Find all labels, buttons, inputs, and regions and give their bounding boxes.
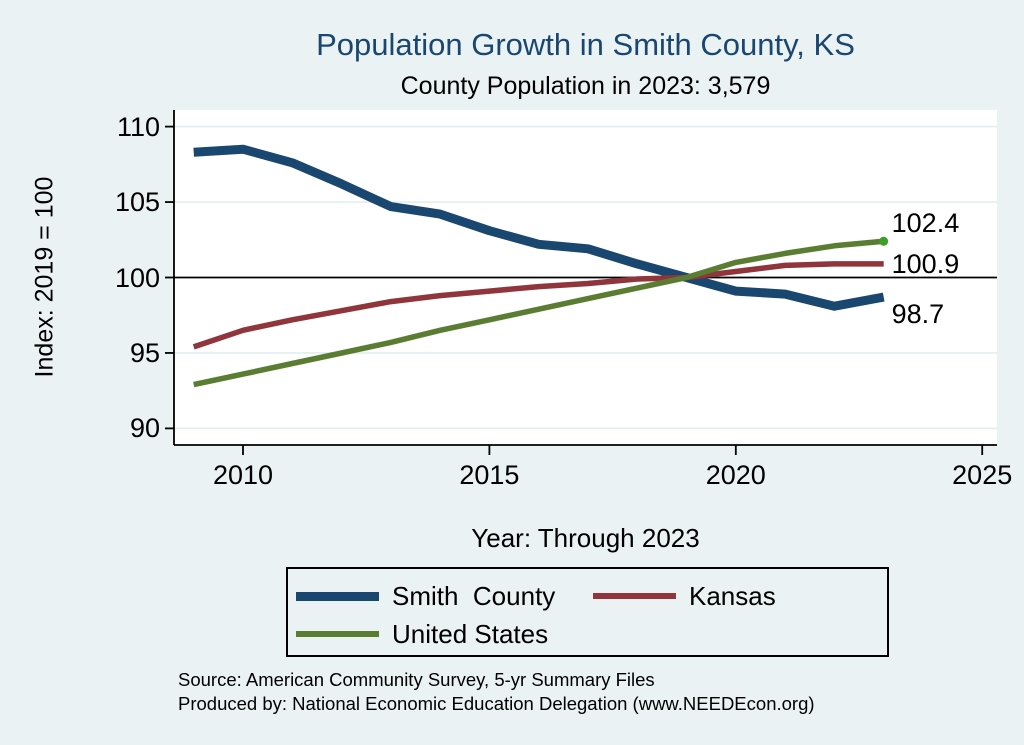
y-tick-label-110: 110 [116, 111, 160, 142]
legend-label-smith-county: Smith County [392, 580, 556, 611]
legend-item-kansas: Kansas [593, 579, 776, 613]
end-label-series-1: 100.9 [891, 248, 960, 279]
plot-area: 90 95 100 105 110 2010 2015 2020 2025 98.7 100.9 10… [115, 110, 1012, 489]
x-tick-label-2025: 2025 [952, 460, 1013, 490]
x-tick-label-2020: 2020 [705, 460, 766, 490]
source-line-1: Source: American Community Survey, 5-yr … [178, 669, 655, 690]
series-end-marker-2 [879, 236, 889, 246]
united-states-line-swatch [296, 631, 379, 637]
legend-label-united-states: United States [392, 618, 549, 649]
chart-subtitle: County Population in 2023: 3,579 [400, 72, 771, 100]
legend: Smith County Kansas United States [286, 567, 889, 657]
y-tick-label-95: 95 [129, 337, 160, 368]
smith-county-line-swatch [296, 591, 379, 601]
source-note: Source: American Community Survey, 5-yr … [178, 668, 815, 716]
y-tick-label-100: 100 [114, 262, 160, 293]
x-tick-label-2015: 2015 [459, 460, 520, 490]
source-line-2: Produced by: National Economic Education… [178, 693, 815, 714]
series-line-2 [193, 238, 884, 388]
page-title: Population Growth in Smith County, KS [316, 27, 855, 62]
x-tick-label-2010: 2010 [212, 460, 274, 490]
end-label-series-2: 102.4 [891, 208, 960, 239]
legend-item-smith-county: Smith County [296, 579, 555, 613]
y-tick-label-90: 90 [129, 413, 160, 444]
legend-label-kansas: Kansas [689, 580, 776, 611]
series-line-0 [193, 144, 885, 311]
legend-item-united-states: United States [296, 617, 548, 651]
x-axis-title: Year: Through 2023 [471, 523, 700, 553]
chart-svg [165, 110, 997, 455]
kansas-line-swatch [593, 593, 676, 599]
y-tick-label-105: 105 [114, 187, 160, 218]
end-label-series-0: 98.7 [891, 299, 945, 330]
y-axis-title: Index: 2019 = 100 [30, 176, 59, 378]
series-line-1 [192, 261, 884, 350]
